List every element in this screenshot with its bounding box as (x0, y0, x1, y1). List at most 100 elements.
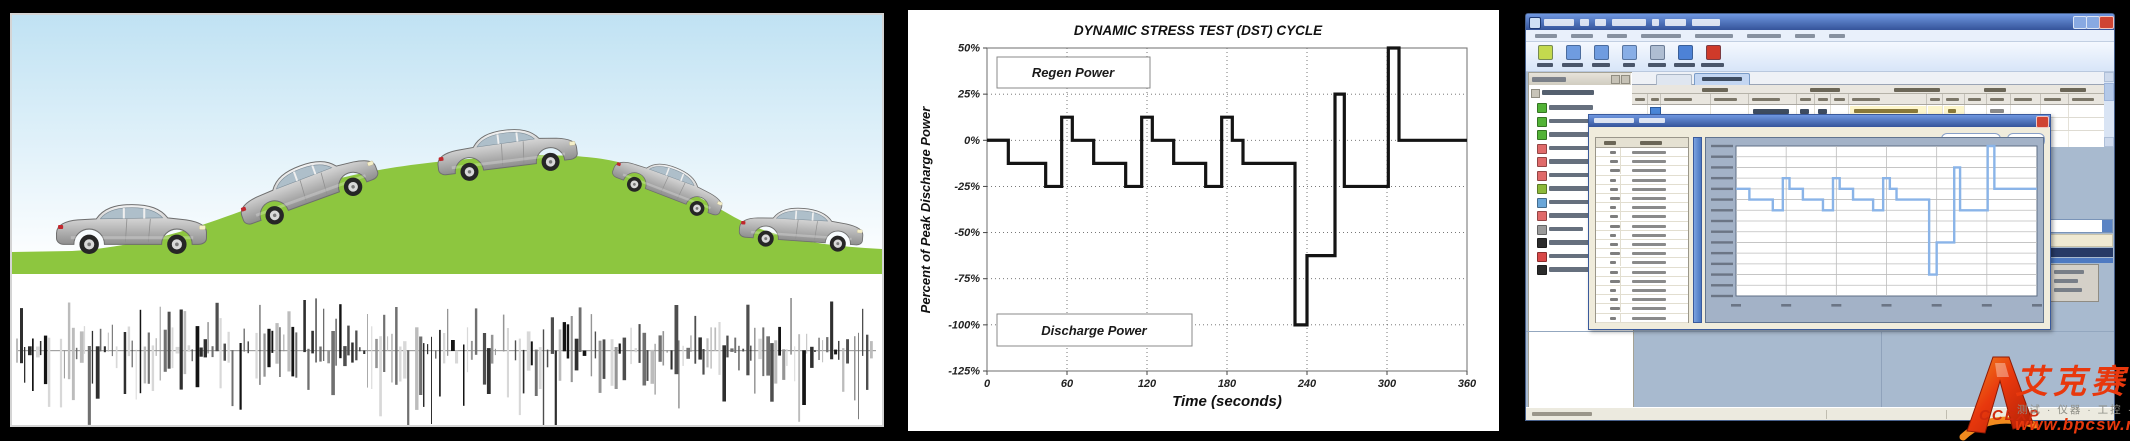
tree-item[interactable] (1537, 224, 1629, 235)
step-table-row[interactable] (1596, 258, 1688, 268)
step-table-row[interactable] (1596, 249, 1688, 259)
tree-item[interactable] (1537, 116, 1629, 127)
scroll-down-arrow[interactable] (2104, 137, 2114, 147)
combo-dropdown-icon[interactable] (2102, 220, 2112, 232)
grid-header-cell[interactable] (1965, 94, 1987, 104)
step-table-row[interactable] (1596, 175, 1688, 185)
tree-item[interactable] (1537, 264, 1629, 275)
scroll-thumb[interactable] (2104, 83, 2114, 101)
tab-inactive[interactable] (1656, 74, 1692, 85)
step-table-row[interactable] (1596, 212, 1688, 222)
tab-active[interactable] (1694, 73, 1750, 85)
tree-item[interactable] (1537, 183, 1629, 194)
step-table-row[interactable] (1596, 166, 1688, 176)
tree-item[interactable] (1537, 210, 1629, 221)
secondary-panel-combo[interactable] (2049, 219, 2113, 233)
grid-header-cell[interactable] (2041, 94, 2069, 104)
tree-item[interactable] (1537, 156, 1629, 167)
tree-item[interactable] (1537, 102, 1629, 113)
grid-header-cell[interactable] (1927, 94, 1943, 104)
menu-item[interactable] (1606, 32, 1630, 40)
step-table-row[interactable] (1596, 157, 1688, 167)
grid-cell[interactable] (1711, 105, 1749, 117)
step-table-row[interactable] (1596, 184, 1688, 194)
toolbar-button[interactable] (1700, 43, 1725, 70)
grid-header-cell[interactable] (1831, 94, 1849, 104)
step-table-row[interactable] (1596, 194, 1688, 204)
step-table-row[interactable] (1596, 230, 1688, 240)
grid-cell[interactable] (1849, 105, 1927, 117)
tree-root-item[interactable] (1531, 88, 1629, 99)
pin-icon[interactable] (1611, 75, 1620, 84)
grid-cell[interactable] (1965, 105, 1987, 117)
grid-cell[interactable] (1749, 105, 1797, 117)
close-button[interactable] (2099, 16, 2114, 29)
menu-item[interactable] (1794, 32, 1818, 40)
grid-header-cell[interactable] (1749, 94, 1797, 104)
tree-item[interactable] (1537, 251, 1629, 262)
grid-cell[interactable] (2069, 105, 2105, 117)
menu-item[interactable] (1746, 32, 1784, 40)
maximize-button[interactable] (2086, 16, 2100, 29)
grid-cell[interactable] (2041, 105, 2069, 117)
tree-item[interactable] (1537, 143, 1629, 154)
grid-cell[interactable] (1661, 105, 1711, 117)
grid-cell[interactable] (1927, 105, 1943, 117)
horizontal-splitter[interactable] (1526, 331, 2114, 332)
step-table-row[interactable] (1596, 313, 1688, 323)
tree-item[interactable] (1537, 170, 1629, 181)
menu-item[interactable] (1640, 32, 1684, 40)
step-table-row[interactable] (1596, 221, 1688, 231)
step-table-row[interactable] (1596, 295, 1688, 305)
menu-item[interactable] (1534, 32, 1560, 40)
grid-cell[interactable] (2041, 118, 2069, 130)
dialog-blue-scrollbar[interactable] (1693, 137, 1702, 323)
grid-cell[interactable] (1797, 105, 1815, 117)
step-table-row[interactable] (1596, 304, 1688, 314)
grid-header-cell[interactable] (1711, 94, 1749, 104)
grid-header-cell[interactable] (1943, 94, 1965, 104)
grid-header-cell[interactable] (1815, 94, 1831, 104)
tree-item[interactable] (1537, 237, 1629, 248)
vertical-splitter[interactable] (1881, 332, 1882, 409)
tree-item[interactable] (1537, 129, 1629, 140)
step-table-row[interactable] (1596, 276, 1688, 286)
step-table-row[interactable] (1596, 203, 1688, 213)
toolbar-button[interactable] (1532, 43, 1557, 70)
toolbar-button[interactable] (1588, 43, 1613, 70)
grid-cell[interactable] (1831, 105, 1849, 117)
grid-cell[interactable] (1987, 105, 2011, 117)
highlight-cell[interactable] (1928, 105, 1942, 117)
grid-cell[interactable] (1815, 105, 1831, 117)
minimize-button[interactable] (2073, 16, 2087, 29)
grid-header-cell[interactable] (1987, 94, 2011, 104)
scroll-up-arrow[interactable] (2104, 72, 2114, 82)
grid-header-cell[interactable] (1648, 94, 1661, 104)
toolbar-button[interactable] (1616, 43, 1641, 70)
step-table-row[interactable] (1596, 148, 1688, 158)
grid-header-cell[interactable] (1797, 94, 1815, 104)
highlight-cell[interactable] (1944, 105, 1964, 117)
toolbar-button[interactable] (1560, 43, 1585, 70)
menu-item[interactable] (1570, 32, 1596, 40)
toolbar-button[interactable] (1672, 43, 1697, 70)
toolbar-button[interactable] (1644, 43, 1669, 70)
menu-item[interactable] (1828, 32, 1848, 40)
step-table-row[interactable] (1596, 267, 1688, 277)
highlight-cell[interactable] (1850, 105, 1926, 117)
step-table-row[interactable] (1596, 240, 1688, 250)
grid-scrollbar[interactable] (2104, 72, 2114, 147)
grid-cell[interactable] (2011, 105, 2041, 117)
grid-cell[interactable] (1943, 105, 1965, 117)
tree-item[interactable] (1537, 197, 1629, 208)
grid-header-cell[interactable] (1849, 94, 1927, 104)
grid-cell[interactable] (1632, 105, 1648, 117)
dialog-close-button[interactable] (2036, 116, 2049, 128)
grid-header-cell[interactable] (2011, 94, 2041, 104)
grid-cell[interactable] (2069, 118, 2105, 130)
menu-item[interactable] (1694, 32, 1736, 40)
grid-header-cell[interactable] (1661, 94, 1711, 104)
step-table-row[interactable] (1596, 286, 1688, 296)
grid-header-cell[interactable] (1632, 94, 1648, 104)
close-panel-icon[interactable] (1621, 75, 1630, 84)
